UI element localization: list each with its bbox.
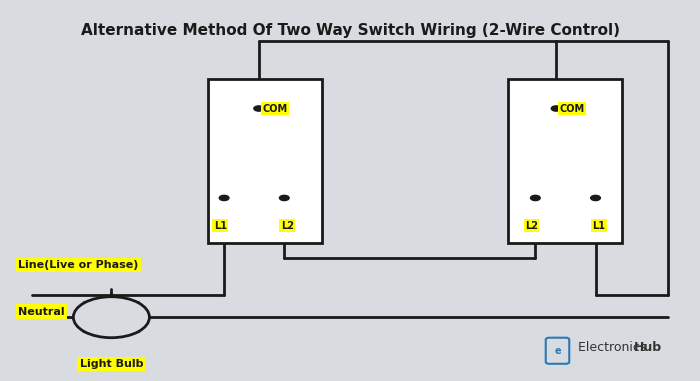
Text: Light Bulb: Light Bulb [80,359,143,369]
Text: Neutral: Neutral [18,307,64,317]
Text: L1: L1 [214,221,227,231]
Circle shape [219,195,229,200]
Text: Alternative Method Of Two Way Switch Wiring (2-Wire Control): Alternative Method Of Two Way Switch Wir… [80,23,620,38]
Text: Electronics: Electronics [578,341,650,354]
Text: COM: COM [262,104,287,114]
Text: Line(Live or Phase): Line(Live or Phase) [18,260,139,270]
Text: L2: L2 [281,221,294,231]
Text: L2: L2 [525,221,538,231]
Text: Hub: Hub [634,341,662,354]
Circle shape [531,195,540,200]
Circle shape [591,195,601,200]
FancyBboxPatch shape [508,79,622,243]
Circle shape [552,106,561,111]
Text: e: e [554,346,561,356]
Circle shape [254,106,263,111]
FancyBboxPatch shape [208,79,322,243]
Circle shape [74,297,149,338]
Text: COM: COM [559,104,584,114]
Text: L1: L1 [592,221,605,231]
Circle shape [279,195,289,200]
